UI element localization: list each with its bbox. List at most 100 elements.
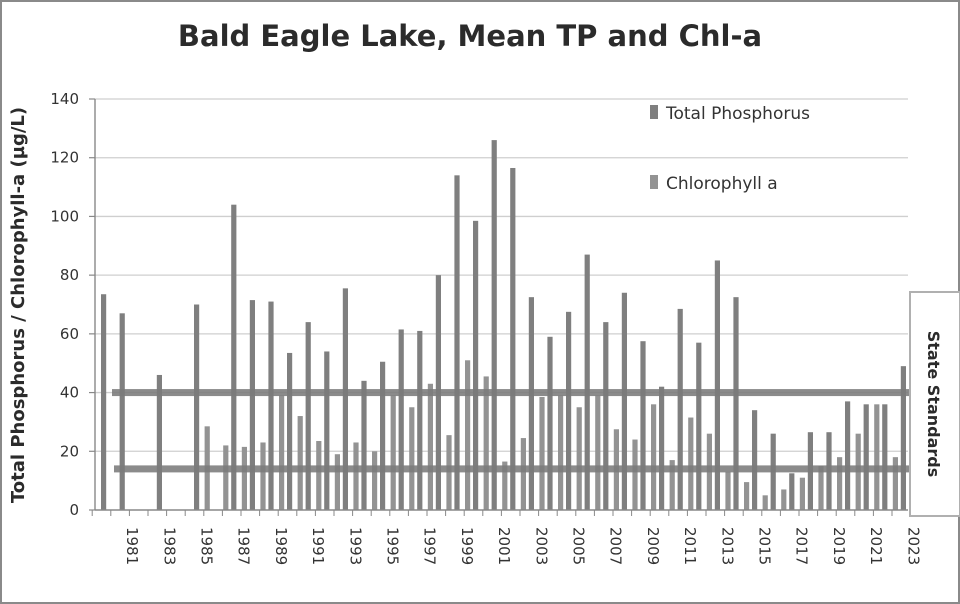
tp-bar-2022 [882, 404, 888, 510]
chla-bar-2023 [892, 457, 898, 510]
x-tick-label: 1985 [198, 527, 216, 565]
y-tick-label: 100 [50, 207, 79, 225]
tp-bar-2013 [714, 260, 720, 510]
x-tick-label: 1987 [235, 527, 253, 565]
tp-bar-2008 [621, 292, 627, 510]
x-tick-label: 2009 [644, 527, 662, 565]
state-standards-box: State Standards [909, 291, 960, 517]
y-tick-label: 20 [60, 442, 79, 460]
x-tick-label: 2011 [681, 527, 699, 565]
chla-bar-1988 [241, 446, 247, 510]
tp-bar-2007 [603, 322, 609, 510]
axes: 1981 1983 1985 1987 1989 1991 1993 1995 1997 1999… [91, 99, 922, 565]
tp-bar-2023 [900, 366, 906, 510]
tp-bar-1999 [454, 175, 460, 511]
tp-bar-1980 [101, 294, 107, 510]
x-tick-label: 2001 [495, 527, 513, 565]
x-tick-label: 1995 [384, 527, 402, 565]
chla-bar-2000 [465, 360, 471, 510]
y-axis-label: Total Phosphorus / Chlorophyll-a (µg/L) [8, 107, 29, 503]
x-tick-label: 1989 [272, 527, 290, 565]
chla-bar-1998 [427, 383, 433, 510]
tp-bar-2009 [640, 341, 646, 510]
legend: Total Phosphorus Chlorophyll a [650, 104, 810, 194]
y-tick-label: 120 [50, 149, 79, 167]
chla-bar-1987 [223, 445, 229, 510]
chla-bar-1989 [260, 442, 266, 510]
chla-bar-2015 [744, 482, 750, 510]
x-tick-label: 2007 [607, 527, 625, 565]
chla-bar-1997 [409, 407, 415, 510]
tp-bar-1997 [417, 330, 423, 510]
tp-bar-2005 [566, 311, 572, 510]
chla-bar-2022 [874, 404, 880, 510]
chla-bar-1991 [297, 416, 303, 510]
legend-label: Chlorophyll a [666, 174, 778, 194]
chla-bar-2019 [818, 465, 824, 510]
tp-bar-2021 [863, 404, 869, 510]
state-standards-label: State Standards [924, 331, 943, 478]
chla-bar-2018 [799, 477, 805, 510]
chla-bar-1993 [334, 454, 340, 510]
y-tick-label: 80 [60, 266, 79, 284]
tp-bar-1983 [156, 374, 162, 510]
chla-bar-2010 [651, 404, 657, 510]
chla-bar-2020 [837, 457, 843, 510]
tp-bar-1992 [324, 351, 330, 510]
y-tick-label: 60 [60, 325, 79, 343]
x-tick-label: 2005 [570, 527, 588, 565]
x-tick-label: 2017 [793, 527, 811, 565]
legend-label: Total Phosphorus [665, 104, 810, 124]
state-standard-line [112, 389, 912, 397]
tp-bar-1990 [287, 352, 293, 510]
tp-bar-2010 [659, 386, 665, 510]
chla-bar-2005 [558, 395, 564, 510]
chla-bar-2001 [483, 376, 489, 510]
chla-bar-2017 [781, 489, 787, 510]
x-tick-label: 2023 [904, 527, 922, 565]
x-tick-label: 2013 [718, 527, 736, 565]
reference-lines [112, 389, 912, 473]
tp-bar-1996 [398, 329, 404, 510]
chla-bar-2012 [688, 417, 694, 510]
tp-bar-2006 [584, 254, 590, 510]
tp-bar-2000 [473, 220, 479, 510]
x-tick-label: 2019 [830, 527, 848, 565]
chla-bar-1999 [446, 435, 452, 510]
tp-bar-1993 [342, 288, 348, 510]
tp-bar-2001 [491, 140, 497, 510]
gridlines: 0 20 40 60 80 100 120 140 [50, 90, 908, 519]
x-tick-label: 2003 [532, 527, 550, 565]
x-tick-label: 1999 [458, 527, 476, 565]
chla-bar-2002 [502, 461, 508, 510]
chla-bar-2016 [762, 495, 768, 510]
chla-bar-2007 [595, 395, 601, 510]
tp-bar-1989 [268, 301, 274, 510]
tp-bar-2002 [510, 167, 516, 510]
tp-bar-2017 [789, 473, 795, 510]
x-tick-label: 2021 [867, 527, 885, 565]
x-tick-label: 1983 [160, 527, 178, 565]
chla-bar-1996 [390, 395, 396, 510]
chart-title: Bald Eagle Lake, Mean TP and Chl-a [178, 19, 762, 53]
chla-bar-2014 [725, 471, 731, 510]
tp-bar-1981 [119, 313, 125, 510]
tp-bar-2004 [547, 336, 553, 510]
y-tick-label: 0 [69, 501, 79, 519]
chla-bar-2011 [669, 460, 675, 510]
chla-bar-2006 [576, 407, 582, 510]
tp-bar-1995 [380, 361, 386, 510]
tp-bar-2003 [528, 297, 534, 510]
x-tick-label: 2015 [756, 527, 774, 565]
tp-bar-1988 [249, 300, 255, 510]
tp-bar-2015 [752, 410, 758, 510]
x-tick-label: 1993 [346, 527, 364, 565]
state-standard-line [114, 465, 912, 473]
tp-bar-1991 [305, 322, 311, 510]
tp-bar-2011 [677, 308, 683, 510]
chla-bar-2009 [632, 439, 638, 510]
x-tick-label: 1991 [309, 527, 327, 565]
tp-bar-2020 [845, 401, 851, 510]
bars [101, 140, 915, 511]
